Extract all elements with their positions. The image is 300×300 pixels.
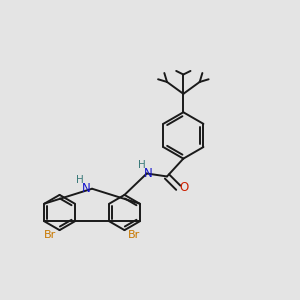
Text: Br: Br: [128, 230, 140, 240]
Text: N: N: [144, 167, 153, 180]
Text: Br: Br: [44, 230, 56, 240]
Text: O: O: [179, 181, 188, 194]
Text: H: H: [138, 160, 145, 170]
Text: H: H: [76, 176, 83, 185]
Text: N: N: [82, 182, 91, 195]
